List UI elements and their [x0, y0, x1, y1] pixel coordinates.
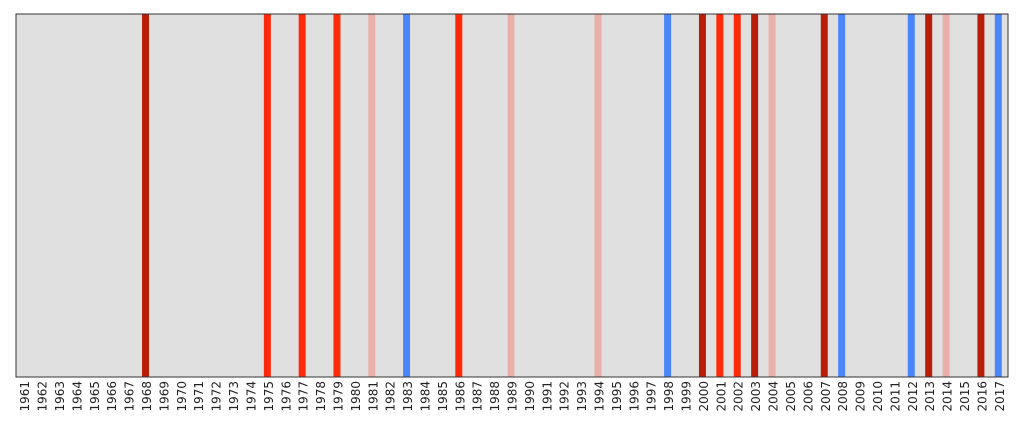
x-tick-label: 1967	[123, 381, 137, 412]
stripe	[820, 14, 828, 377]
stripe	[994, 14, 1002, 377]
x-tick-label: 2010	[871, 381, 885, 412]
x-tick-label: 1983	[401, 381, 415, 412]
x-tick-label: 2007	[819, 381, 833, 412]
x-tick-label: 1991	[540, 381, 554, 412]
stripe	[263, 14, 271, 377]
stripe	[768, 14, 776, 377]
x-tick-label: 1974	[244, 381, 258, 412]
stripe	[751, 14, 759, 377]
x-tick-label: 1984	[418, 381, 432, 412]
x-tick-label: 1965	[88, 381, 102, 412]
x-tick-label: 1980	[349, 381, 363, 412]
x-tick-label: 1988	[488, 381, 502, 412]
x-tick-label: 1979	[331, 381, 345, 412]
x-tick-label: 2004	[767, 381, 781, 412]
stripe	[142, 14, 150, 377]
x-tick-label: 2009	[854, 381, 868, 412]
x-tick-label: 1978	[314, 381, 328, 412]
x-tick-label: 2015	[958, 381, 972, 412]
x-tick-label: 2013	[923, 381, 937, 412]
x-tick-label: 1992	[558, 381, 572, 412]
x-tick-label: 1994	[593, 381, 607, 412]
x-tick-label: 1973	[227, 381, 241, 412]
x-tick-label: 1961	[18, 381, 32, 412]
x-tick-label: 1975	[262, 381, 276, 412]
x-tick-label: 1997	[645, 381, 659, 412]
x-tick-label: 2000	[697, 381, 711, 412]
x-tick-label: 1969	[157, 381, 171, 412]
plot-frame	[15, 13, 1009, 378]
x-tick-label: 1964	[70, 381, 84, 412]
stripe	[733, 14, 741, 377]
stripe	[838, 14, 846, 377]
x-tick-label: 1970	[175, 381, 189, 412]
x-tick-label: 1982	[384, 381, 398, 412]
stripe	[698, 14, 706, 377]
stripe	[333, 14, 341, 377]
x-tick-label: 2002	[732, 381, 746, 412]
x-tick-label: 2011	[888, 381, 902, 412]
x-tick-label: 2014	[941, 381, 955, 412]
stripe	[907, 14, 915, 377]
x-tick-label: 1977	[297, 381, 311, 412]
stripe	[507, 14, 515, 377]
stripe	[368, 14, 376, 377]
x-tick-label: 1966	[105, 381, 119, 412]
x-tick-label: 1972	[210, 381, 224, 412]
x-tick-label: 2001	[714, 381, 728, 412]
x-tick-label: 1962	[36, 381, 50, 412]
x-tick-label: 2006	[801, 381, 815, 412]
stripe	[298, 14, 306, 377]
stripe	[455, 14, 463, 377]
x-tick-label: 1976	[279, 381, 293, 412]
x-tick-label: 1998	[662, 381, 676, 412]
x-tick-label: 1986	[453, 381, 467, 412]
x-tick-label: 1995	[610, 381, 624, 412]
x-tick-label: 1990	[523, 381, 537, 412]
x-tick-label: 2017	[993, 381, 1007, 412]
stripe	[664, 14, 672, 377]
x-tick-label: 2003	[749, 381, 763, 412]
x-tick-label: 1996	[627, 381, 641, 412]
x-tick-label: 1989	[506, 381, 520, 412]
stripe	[403, 14, 411, 377]
x-tick-label: 1968	[140, 381, 154, 412]
x-tick-label: 2016	[975, 381, 989, 412]
x-tick-label: 2008	[836, 381, 850, 412]
stripe	[594, 14, 602, 377]
stripe	[716, 14, 724, 377]
x-tick-label: 1981	[366, 381, 380, 412]
stripe	[942, 14, 950, 377]
stripe	[977, 14, 985, 377]
stripe	[925, 14, 933, 377]
x-tick-label: 1987	[471, 381, 485, 412]
x-tick-label: 2012	[906, 381, 920, 412]
x-tick-label: 2005	[784, 381, 798, 412]
x-tick-label: 1985	[436, 381, 450, 412]
x-tick-label: 1971	[192, 381, 206, 412]
x-tick-label: 1963	[53, 381, 67, 412]
x-tick-label: 1999	[680, 381, 694, 412]
x-tick-label: 1993	[575, 381, 589, 412]
